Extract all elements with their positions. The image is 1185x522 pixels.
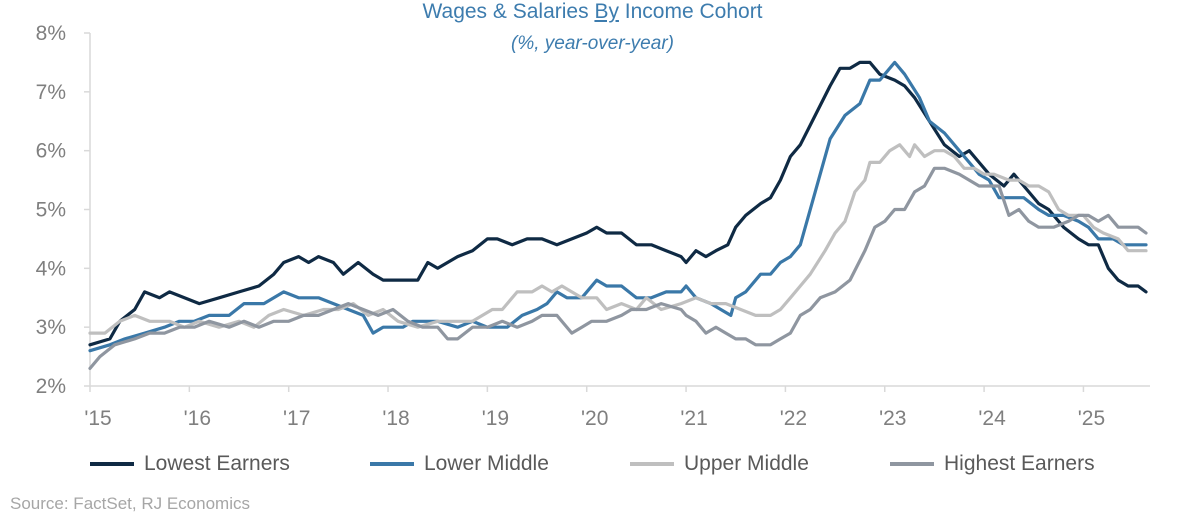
- legend-item: Lower Middle: [370, 452, 630, 476]
- legend-label: Lowest Earners: [144, 452, 290, 475]
- x-tick-label: '17: [283, 407, 310, 430]
- x-tick-label: '24: [978, 407, 1006, 430]
- y-tick-label: 2%: [36, 375, 66, 398]
- x-tick-label: '22: [780, 407, 807, 430]
- legend-swatch: [370, 462, 414, 466]
- legend-swatch: [890, 462, 934, 466]
- legend-label: Upper Middle: [684, 452, 809, 475]
- chart-legend: Lowest Earners Lower Middle Upper Middle Hi…: [90, 452, 1130, 476]
- chart-title-underlined: By: [594, 0, 619, 23]
- y-tick-label: 4%: [36, 257, 66, 280]
- legend-item: Upper Middle: [630, 452, 890, 476]
- series-line-upper-middle: [88, 143, 1148, 335]
- y-tick-label: 6%: [36, 140, 66, 163]
- legend-item: Highest Earners: [890, 452, 1130, 476]
- y-tick-label: 3%: [36, 316, 66, 339]
- legend-item: Lowest Earners: [90, 452, 370, 476]
- x-tick-label: '19: [482, 407, 509, 430]
- x-tick-label: '16: [184, 407, 211, 430]
- legend-label: Lower Middle: [424, 452, 549, 475]
- chart-title-post: Income Cohort: [618, 0, 763, 23]
- x-tick-label: '20: [581, 407, 608, 430]
- x-tick-label: '25: [1078, 407, 1105, 430]
- chart-subtitle: (%, year-over-year): [511, 33, 674, 54]
- legend-swatch: [630, 462, 674, 466]
- x-tick-label: '15: [84, 407, 111, 430]
- chart-title-pre: Wages & Salaries: [422, 0, 595, 23]
- y-tick-label: 7%: [36, 81, 66, 104]
- series-line-lower-middle: [88, 60, 1148, 353]
- y-tick-label: 8%: [36, 22, 66, 45]
- legend-swatch: [90, 462, 134, 466]
- series-line-highest-earners: [88, 166, 1148, 370]
- legend-label: Highest Earners: [944, 452, 1095, 475]
- y-tick-label: 5%: [36, 199, 66, 222]
- x-tick-label: '23: [879, 407, 906, 430]
- chart-title: Wages & Salaries By Income Cohort: [0, 0, 1185, 26]
- x-tick-label: '18: [382, 407, 409, 430]
- source-note: Source: FactSet, RJ Economics: [10, 494, 250, 513]
- x-tick-label: '21: [680, 407, 707, 430]
